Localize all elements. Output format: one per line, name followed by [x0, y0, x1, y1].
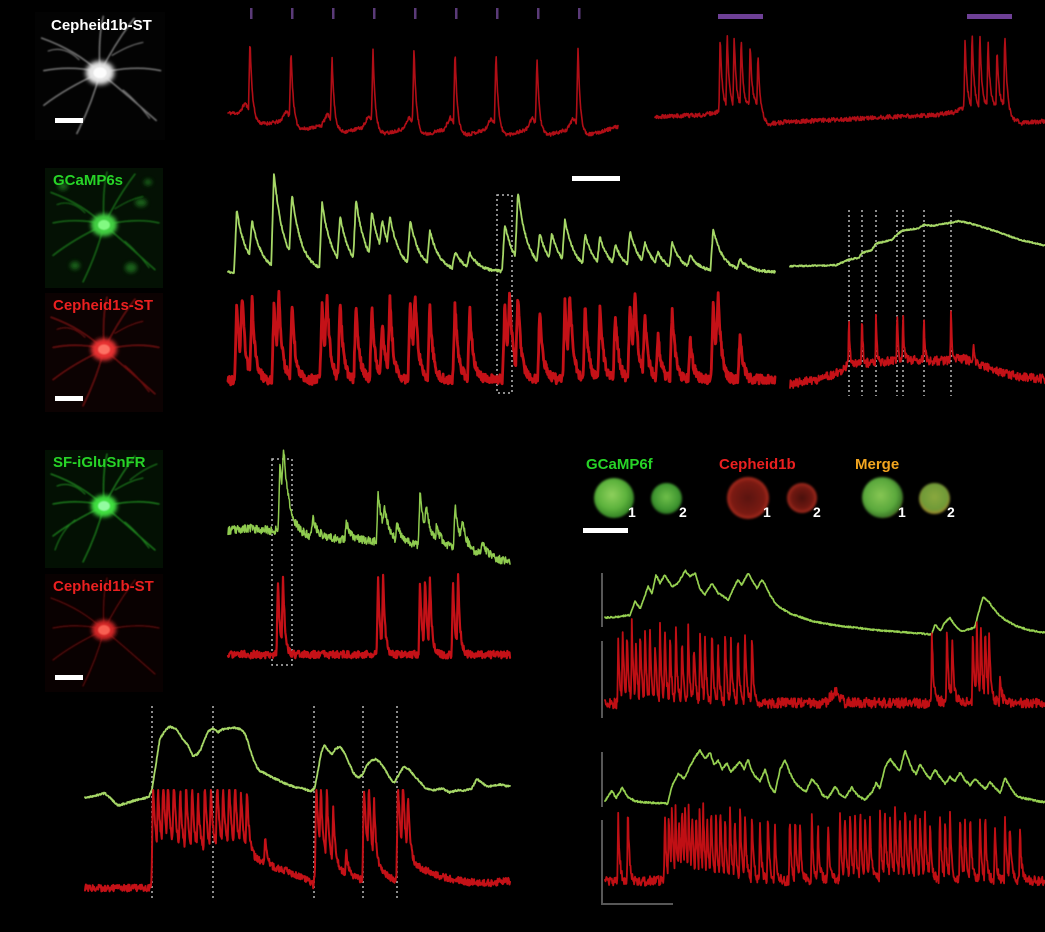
time-scale-bar — [572, 176, 620, 181]
trace-gcamp6f-trace-2 — [604, 749, 1045, 806]
stim-bar — [718, 14, 763, 19]
axis-scale-bar — [601, 573, 603, 627]
dotted-roi-box — [271, 458, 293, 666]
axis-scale-bar — [601, 820, 603, 905]
trace-sf-iglusnfr-expanded-trace — [84, 725, 511, 807]
image-label-sf-iglusnfr: SF-iGluSnFR — [53, 454, 146, 471]
trace-zoom-gcamp6s-trace — [789, 219, 1045, 268]
neuron-image — [45, 574, 163, 692]
stim-tick — [250, 8, 253, 19]
scale-bar — [55, 675, 83, 680]
micrograph-cepheid1s-st: Cepheid1s-ST — [45, 293, 163, 412]
image-label-cepheid1b-st: Cepheid1b-ST — [51, 17, 152, 34]
axis-scale-bar — [601, 641, 603, 718]
micrograph-sf-iglusnfr: SF-iGluSnFR — [45, 450, 163, 568]
hek-label-gcamp6f: GCaMP6f — [586, 456, 653, 473]
stim-tick — [496, 8, 499, 19]
hek-cell-cepheid1b-2 — [787, 483, 817, 513]
trace-cepheid1b-st-expanded-trace — [84, 789, 511, 893]
cell-number: 1 — [898, 504, 906, 520]
hek-label-merge: Merge — [855, 456, 900, 473]
stim-tick — [537, 8, 540, 19]
trace-gcamp6f-trace-1 — [604, 569, 1045, 636]
scale-bar — [55, 396, 83, 401]
stim-tick — [373, 8, 376, 19]
micrograph-gcamp6s: GCaMP6s — [45, 168, 163, 288]
scale-bar-hek — [583, 528, 628, 533]
neuron-image — [45, 450, 163, 568]
trace-sf-iglusnfr-trace — [227, 449, 511, 565]
stim-tick — [455, 8, 458, 19]
cell-number: 1 — [763, 504, 771, 520]
trace-cepheid1b-st-single-ap-trace — [227, 45, 619, 137]
image-label-cepheid1b-st-red: Cepheid1b-ST — [53, 578, 154, 595]
stim-tick — [291, 8, 294, 19]
stim-tick — [414, 8, 417, 19]
trace-cepheid1s-st-spike-trace — [226, 289, 777, 387]
trace-cepheid1b-st-burst-trace-2 — [226, 573, 512, 660]
neuron-image — [45, 293, 163, 412]
micrograph-cepheid1b-st: Cepheid1b-ST — [35, 12, 165, 140]
trace-gcamp6s-calcium-trace — [227, 173, 776, 275]
hek-label-cepheid1b: Cepheid1b — [719, 456, 796, 473]
cell-number: 2 — [813, 504, 821, 520]
hek-cell-merge-1 — [862, 477, 903, 518]
hek-cell-cepheid1b-1 — [727, 477, 769, 519]
cell-number: 2 — [947, 504, 955, 520]
hek-cell-gcamp6f-1 — [594, 478, 634, 518]
scale-bar — [55, 118, 83, 123]
micrograph-cepheid1b-st-red: Cepheid1b-ST — [45, 574, 163, 692]
hek-cell-merge-2 — [919, 483, 950, 514]
trace-cepheid1b-st-burst-trace — [654, 35, 1045, 127]
trace-cepheid1b-trace-1 — [604, 618, 1045, 710]
stim-tick — [332, 8, 335, 19]
cell-number: 1 — [628, 504, 636, 520]
stim-tick — [578, 8, 581, 19]
trace-zoom-cepheid1s-st-trace — [789, 310, 1045, 389]
image-label-cepheid1s-st: Cepheid1s-ST — [53, 297, 154, 314]
neuron-image — [45, 168, 163, 288]
image-label-gcamp6s: GCaMP6s — [53, 172, 124, 189]
stim-bar — [967, 14, 1012, 19]
hek-cell-gcamp6f-2 — [651, 483, 682, 514]
trace-cepheid1b-trace-2 — [604, 802, 1045, 887]
axis-scale-bar — [601, 752, 603, 807]
cell-number: 2 — [679, 504, 687, 520]
axis-scale-bar — [601, 903, 673, 905]
dotted-roi-box — [496, 194, 513, 394]
